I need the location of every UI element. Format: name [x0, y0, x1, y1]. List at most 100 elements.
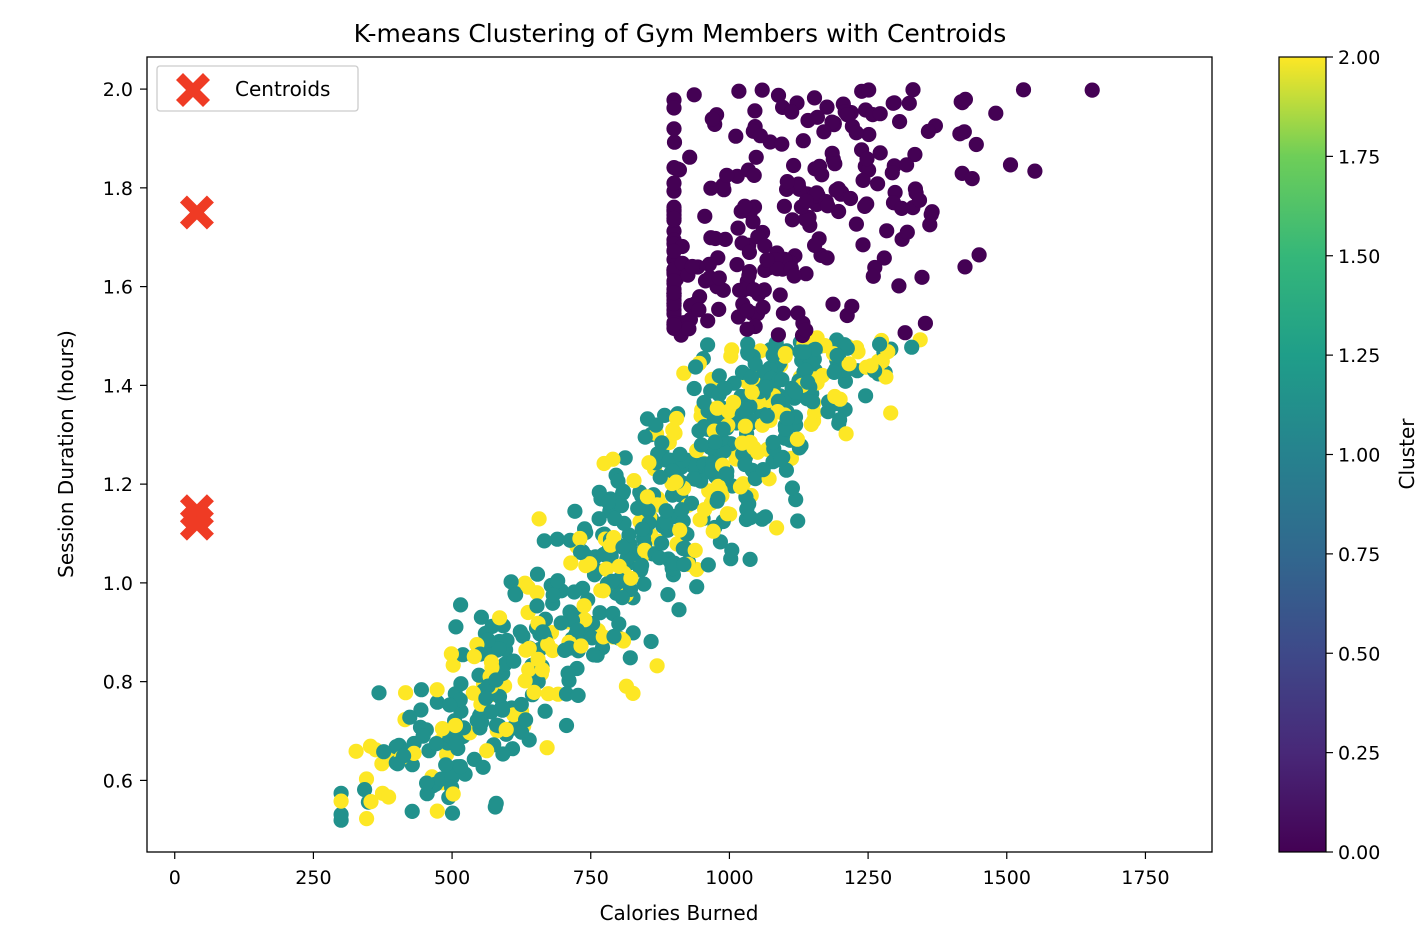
scatter-point-cluster-0 — [806, 90, 823, 106]
scatter-point-cluster-2 — [596, 455, 612, 472]
scatter-point-cluster-1 — [696, 394, 712, 411]
scatter-point-cluster-2 — [492, 610, 508, 626]
y-tick-label: 0.6 — [103, 770, 133, 792]
scatter-point-cluster-1 — [507, 587, 524, 603]
scatter-point-cluster-1 — [717, 380, 733, 396]
scatter-point-cluster-1 — [515, 628, 531, 644]
colorbar-tick-label: 2.00 — [1338, 47, 1380, 69]
scatter-point-cluster-1 — [429, 694, 445, 710]
scatter-point-cluster-1 — [712, 534, 729, 550]
scatter-point-cluster-0 — [892, 114, 908, 130]
scatter-point-cluster-1 — [491, 641, 507, 657]
scatter-point-cluster-1 — [689, 579, 705, 595]
scatter-point-cluster-1 — [648, 417, 664, 433]
scatter-point-cluster-1 — [535, 624, 551, 640]
scatter-point-cluster-2 — [429, 682, 445, 698]
scatter-point-cluster-1 — [371, 685, 387, 701]
scatter-point-cluster-0 — [666, 199, 682, 215]
colorbar: 0.00 0.25 0.50 0.75 1.00 1.25 1.50 1.75 2.00 Clu… — [1278, 47, 1419, 864]
scatter-point-cluster-0 — [711, 270, 727, 286]
scatter-point-cluster-0 — [741, 244, 758, 260]
scatter-point-cluster-0 — [682, 149, 698, 165]
scatter-point-cluster-1 — [591, 511, 607, 527]
scatter-point-cluster-1 — [674, 502, 690, 518]
scatter-point-cluster-0 — [745, 214, 761, 230]
scatter-point-cluster-2 — [705, 523, 721, 539]
scatter-point-cluster-2 — [687, 542, 703, 559]
scatter-point-cluster-0 — [901, 95, 917, 111]
scatter-point-cluster-0 — [957, 91, 974, 107]
scatter-point-cluster-0 — [666, 243, 682, 259]
centroid-marker — [179, 195, 214, 230]
scatter-point-cluster-0 — [914, 269, 930, 285]
scatter-point-cluster-2 — [639, 489, 656, 505]
scatter-point-cluster-0 — [870, 176, 886, 192]
scatter-point-cluster-2 — [429, 803, 445, 819]
scatter-point-cluster-2 — [520, 579, 536, 595]
colorbar-ticks: 0.00 0.25 0.50 0.75 1.00 1.25 1.50 1.75 2.00 — [1326, 47, 1380, 864]
scatter-point-cluster-0 — [968, 136, 984, 153]
scatter-point-cluster-1 — [765, 347, 781, 363]
scatter-point-cluster-1 — [419, 775, 435, 791]
scatter-point-cluster-2 — [841, 356, 857, 372]
scatter-point-cluster-0 — [876, 250, 892, 266]
scatter-point-cluster-2 — [777, 346, 793, 362]
scatter-point-cluster-1 — [784, 480, 801, 496]
scatter-point-cluster-1 — [592, 605, 608, 621]
scatter-point-cluster-0 — [825, 296, 841, 312]
x-tick-label: 0 — [169, 867, 181, 889]
scatter-point-cluster-0 — [752, 128, 769, 144]
scatter-point-cluster-1 — [376, 744, 392, 760]
scatter-point-cluster-1 — [613, 498, 630, 514]
scatter-point-cluster-1 — [652, 469, 668, 485]
scatter-point-cluster-2 — [363, 794, 379, 810]
scatter-point-cluster-0 — [855, 172, 871, 188]
scatter-point-cluster-0 — [857, 198, 873, 214]
scatter-point-cluster-1 — [469, 712, 485, 729]
scatter-point-cluster-1 — [710, 490, 726, 507]
scatter-point-cluster-2 — [398, 685, 414, 701]
scatter-point-cluster-1 — [518, 712, 534, 728]
scatter-point-cluster-1 — [757, 509, 774, 525]
scatter-point-cluster-1 — [805, 394, 821, 410]
scatter-point-cluster-0 — [757, 238, 773, 254]
scatter-point-cluster-1 — [773, 452, 789, 468]
scatter-point-cluster-0 — [666, 175, 682, 191]
scatter-point-cluster-1 — [413, 682, 429, 698]
scatter-point-cluster-1 — [473, 609, 489, 625]
scatter-point-cluster-0 — [924, 204, 940, 220]
chart-title: K-means Clustering of Gym Members with C… — [354, 19, 1007, 48]
scatter-point-cluster-0 — [798, 266, 814, 282]
scatter-point-cluster-0 — [666, 273, 682, 289]
scatter-point-cluster-1 — [536, 533, 552, 549]
scatter-point-cluster-1 — [630, 500, 646, 516]
scatter-point-cluster-1 — [483, 704, 499, 720]
scatter-point-cluster-0 — [814, 167, 830, 183]
x-tick-label: 1250 — [844, 867, 892, 889]
scatter-point-cluster-1 — [686, 380, 702, 397]
scatter-point-cluster-2 — [709, 400, 725, 416]
scatter-point-cluster-1 — [715, 421, 731, 437]
scatter-point-cluster-0 — [911, 192, 928, 208]
scatter-point-cluster-1 — [622, 650, 638, 666]
scatter-point-cluster-1 — [475, 759, 491, 775]
scatter-point-cluster-0 — [666, 100, 682, 116]
scatter-point-cluster-1 — [557, 642, 573, 659]
scatter-point-cluster-2 — [447, 717, 463, 734]
scatter-point-cluster-0 — [819, 250, 835, 266]
scatter-point-cluster-1 — [686, 471, 702, 487]
y-axis: 0.6 0.8 1.0 1.2 1.4 1.6 1.8 2.0 — [103, 79, 147, 792]
scatter-point-cluster-1 — [537, 703, 553, 719]
scatter-point-cluster-2 — [606, 530, 622, 546]
scatter-point-cluster-1 — [657, 407, 673, 423]
scatter-point-cluster-0 — [666, 134, 683, 150]
scatter-point-cluster-1 — [820, 404, 836, 420]
scatter-point-cluster-2 — [878, 369, 894, 385]
scatter-point-cluster-2 — [789, 431, 806, 447]
scatter-point-cluster-0 — [971, 247, 987, 263]
scatter-point-cluster-1 — [550, 573, 566, 589]
scatter-point-cluster-1 — [506, 653, 522, 669]
scatter-point-cluster-1 — [747, 356, 763, 372]
scatter-point-cluster-1 — [788, 492, 804, 508]
scatter-point-cluster-2 — [723, 348, 739, 364]
